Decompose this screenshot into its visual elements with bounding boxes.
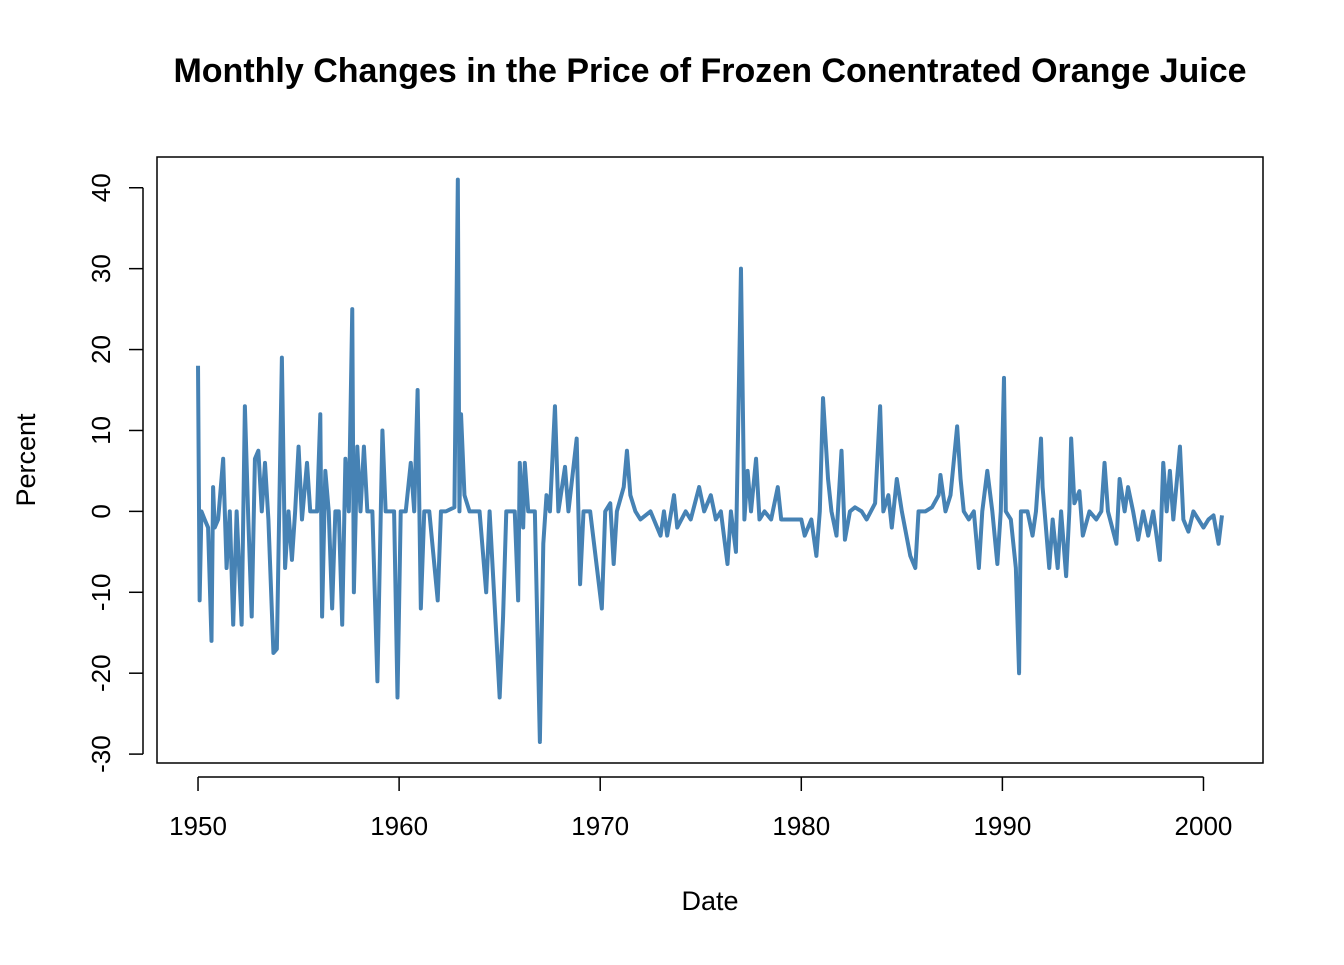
- chart-title: Monthly Changes in the Price of Frozen C…: [173, 52, 1246, 90]
- x-tick-label: 2000: [1175, 811, 1233, 841]
- y-tick-label: 20: [86, 335, 116, 364]
- x-tick-label: 1960: [370, 811, 428, 841]
- x-axis-label: Date: [681, 886, 738, 916]
- y-tick-label: 30: [86, 254, 116, 283]
- y-tick-label: 0: [86, 504, 116, 518]
- y-tick-label: -20: [86, 654, 116, 692]
- y-tick-label: -10: [86, 573, 116, 611]
- y-tick-label: -30: [86, 735, 116, 773]
- data-line: [196, 177, 1224, 744]
- x-tick-label: 1970: [571, 811, 629, 841]
- x-tick-label: 1980: [772, 811, 830, 841]
- x-tick-label: 1950: [169, 811, 227, 841]
- y-tick-label: 40: [86, 173, 116, 202]
- plot-frame: [156, 156, 1264, 764]
- y-tick-label: 10: [86, 416, 116, 445]
- x-tick-label: 1990: [973, 811, 1031, 841]
- y-axis-label: Percent: [11, 413, 41, 507]
